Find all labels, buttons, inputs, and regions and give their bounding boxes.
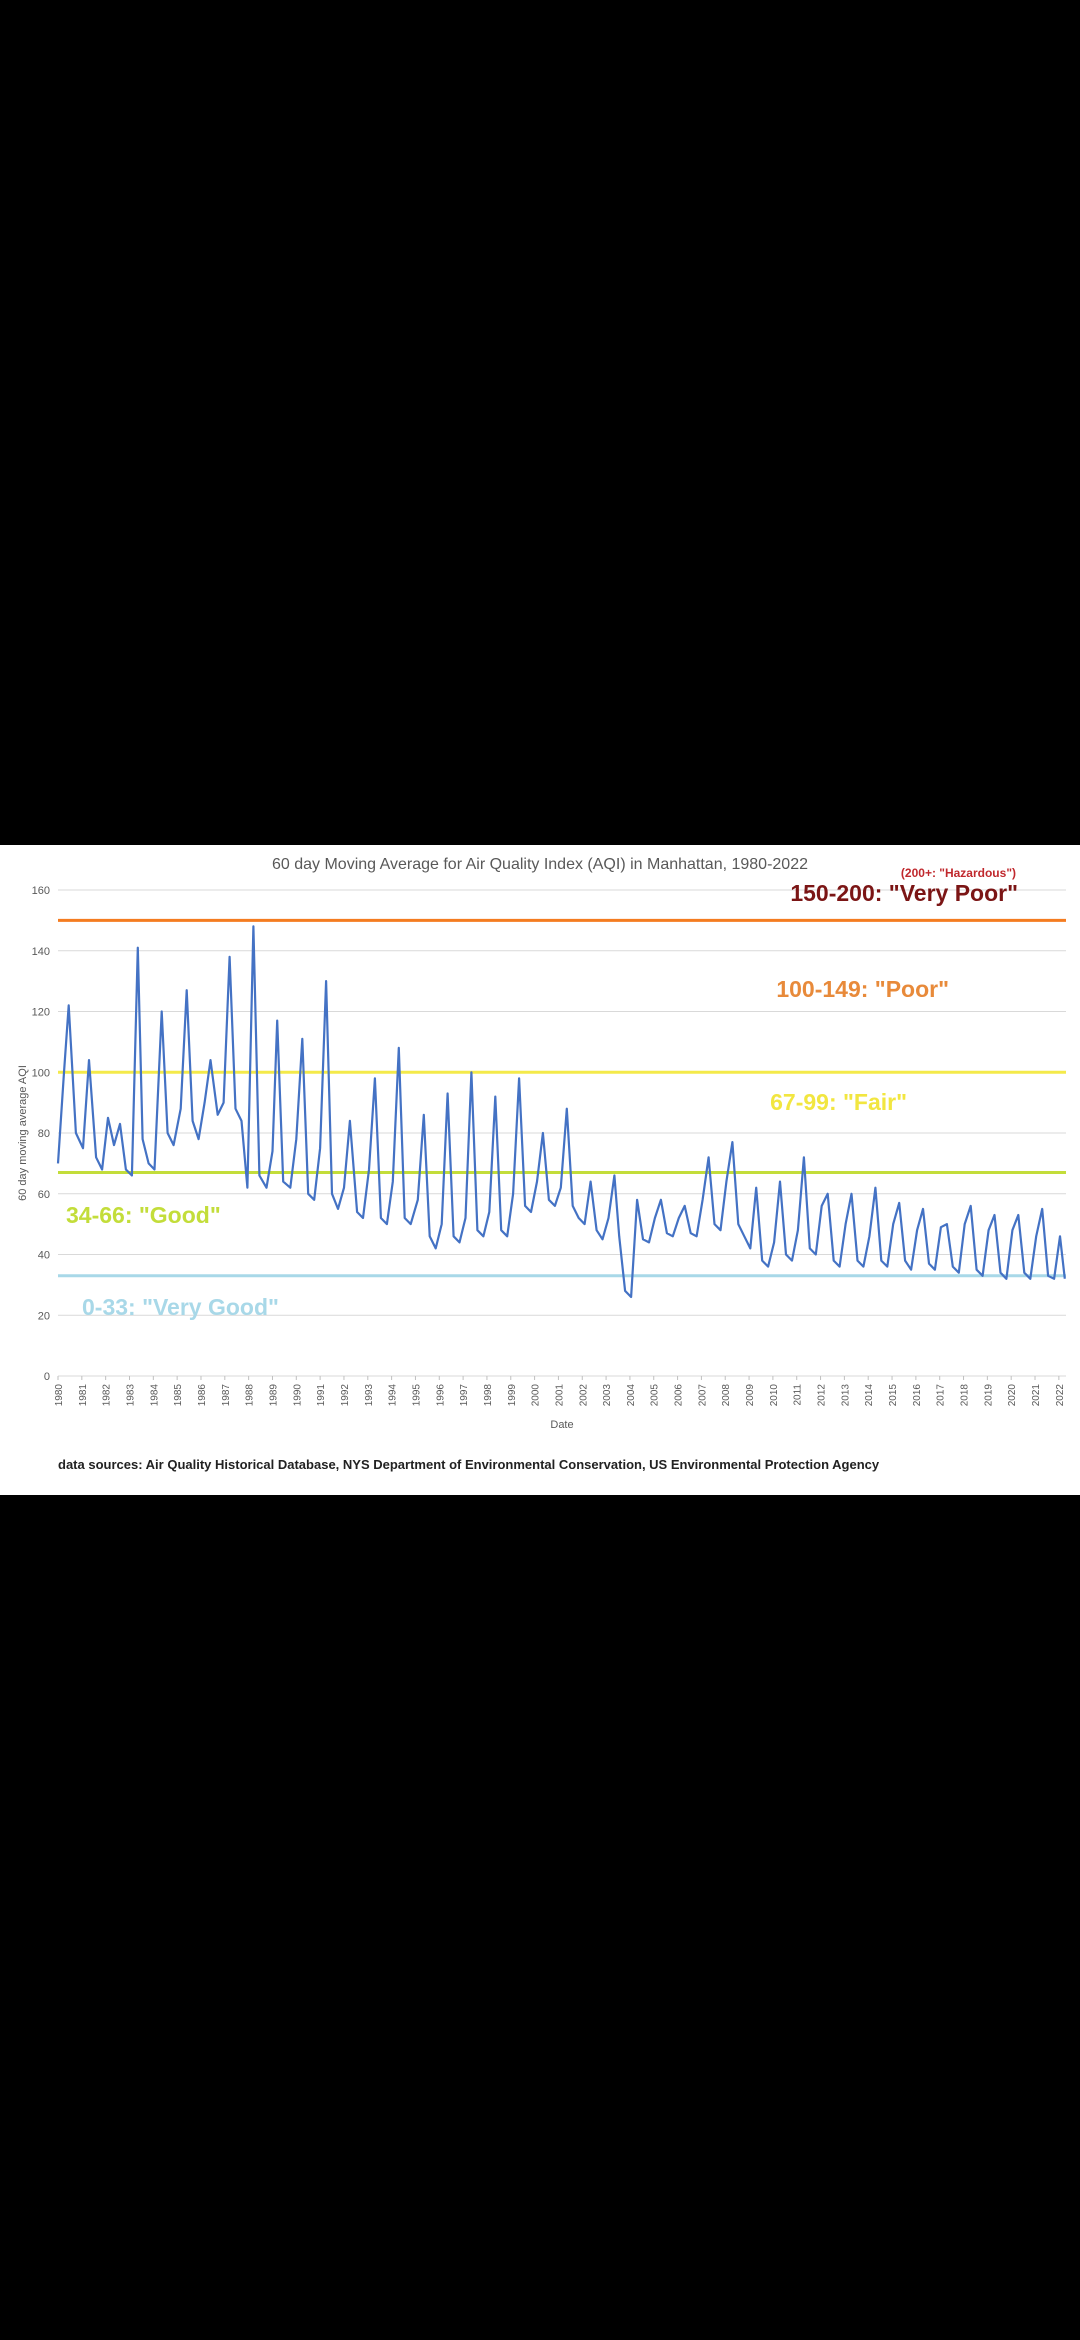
x-tick-label: 1995	[411, 1384, 422, 1407]
y-tick-label: 0	[44, 1371, 50, 1383]
y-tick-label: 160	[32, 885, 50, 897]
x-tick-label: 2008	[721, 1384, 732, 1407]
band-label: 100-149: "Poor"	[776, 976, 949, 1002]
x-tick-label: 1993	[364, 1384, 375, 1407]
chart-panel: 60 day Moving Average for Air Quality In…	[0, 845, 1080, 1495]
x-axis-label: Date	[550, 1419, 573, 1431]
y-tick-label: 120	[32, 1007, 50, 1019]
aqi-series-line	[56, 925, 1066, 1299]
x-tick-label: 1994	[388, 1384, 399, 1407]
x-tick-label: 2019	[983, 1384, 994, 1407]
x-tick-label: 1984	[149, 1384, 160, 1407]
x-tick-label: 1990	[292, 1384, 303, 1407]
x-tick-label: 2012	[817, 1384, 828, 1407]
x-tick-label: 2002	[578, 1384, 589, 1407]
chart-title: 60 day Moving Average for Air Quality In…	[272, 856, 808, 873]
x-tick-label: 2017	[936, 1384, 947, 1407]
x-tick-label: 2006	[674, 1384, 685, 1407]
data-source-note: data sources: Air Quality Historical Dat…	[58, 1457, 880, 1472]
x-tick-label: 1989	[268, 1384, 279, 1407]
y-tick-label: 100	[32, 1067, 50, 1079]
x-tick-label: 1999	[507, 1384, 518, 1407]
y-tick-label: 20	[38, 1310, 50, 1322]
x-tick-label: 2005	[650, 1384, 661, 1407]
x-tick-label: 2020	[1007, 1384, 1018, 1407]
x-tick-label: 2000	[531, 1384, 542, 1407]
x-tick-label: 1997	[459, 1384, 470, 1407]
x-tick-label: 1988	[245, 1384, 256, 1407]
x-tick-label: 1991	[316, 1384, 327, 1407]
x-tick-label: 2015	[888, 1384, 899, 1407]
x-tick-label: 2009	[745, 1384, 756, 1407]
x-tick-label: 1985	[173, 1384, 184, 1407]
y-tick-label: 40	[38, 1250, 50, 1262]
x-tick-label: 2004	[626, 1384, 637, 1407]
x-tick-label: 1996	[435, 1384, 446, 1407]
x-tick-label: 2007	[697, 1384, 708, 1407]
x-tick-label: 2021	[1031, 1384, 1042, 1407]
x-tick-label: 1980	[54, 1384, 65, 1407]
band-label: 0-33: "Very Good"	[82, 1294, 279, 1320]
x-tick-label: 1982	[102, 1384, 113, 1407]
x-tick-label: 2022	[1055, 1384, 1066, 1407]
x-tick-label: 2001	[554, 1384, 565, 1407]
x-tick-label: 2014	[864, 1384, 875, 1407]
hazardous-note: (200+: "Hazardous")	[901, 866, 1016, 880]
y-tick-label: 140	[32, 946, 50, 958]
x-tick-label: 1998	[483, 1384, 494, 1407]
x-tick-label: 2013	[840, 1384, 851, 1407]
x-tick-label: 1992	[340, 1384, 351, 1407]
x-tick-label: 2018	[960, 1384, 971, 1407]
x-tick-label: 2016	[912, 1384, 923, 1407]
y-tick-label: 80	[38, 1128, 50, 1140]
x-tick-label: 2010	[769, 1384, 780, 1407]
band-label: 67-99: "Fair"	[770, 1089, 907, 1115]
x-tick-label: 2003	[602, 1384, 613, 1407]
band-label: 34-66: "Good"	[66, 1202, 221, 1228]
x-tick-label: 1987	[221, 1384, 232, 1407]
x-tick-label: 1981	[78, 1384, 89, 1407]
x-tick-label: 1983	[125, 1384, 136, 1407]
y-axis-label: 60 day moving average AQI	[17, 1065, 29, 1201]
x-tick-label: 1986	[197, 1384, 208, 1407]
aqi-line-chart: 60 day Moving Average for Air Quality In…	[17, 856, 1066, 1431]
y-tick-label: 60	[38, 1189, 50, 1201]
x-tick-label: 2011	[793, 1384, 804, 1406]
band-label: 150-200: "Very Poor"	[790, 880, 1018, 906]
